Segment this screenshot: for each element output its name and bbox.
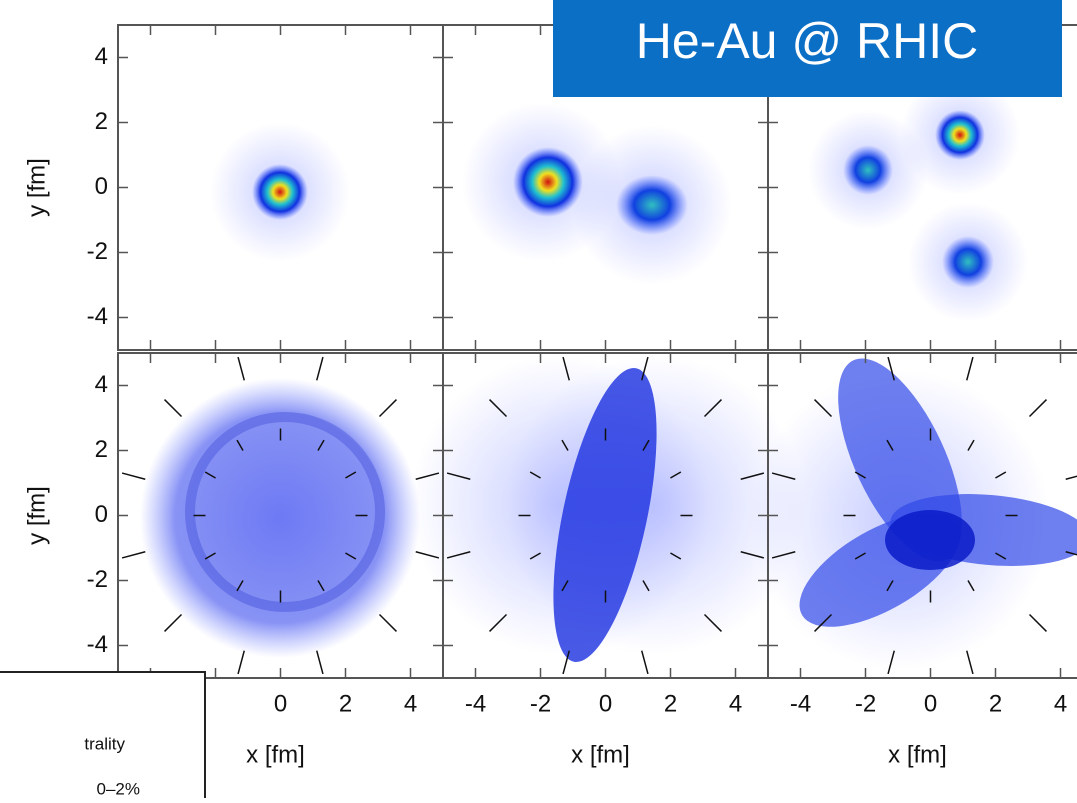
x-axis-label: x [fm] — [246, 741, 305, 768]
flow-arrow — [379, 614, 396, 631]
y-tick-label: 2 — [95, 108, 108, 135]
x-tick-label: 4 — [729, 690, 742, 717]
density-layer — [140, 75, 1077, 670]
flow-arrow — [379, 400, 396, 417]
flow-arrow — [967, 357, 973, 380]
x-tick-label: 4 — [1054, 690, 1067, 717]
flow-arrow — [317, 651, 323, 674]
y-tick-label: 2 — [95, 436, 108, 463]
y-tick-label: 4 — [95, 371, 108, 398]
hotspot — [935, 110, 985, 160]
x-tick-label: 2 — [339, 690, 352, 717]
flow-arrow — [1029, 400, 1046, 417]
flow-arrow — [122, 552, 145, 558]
y-tick-label: -4 — [87, 303, 108, 330]
hotspot — [616, 175, 688, 235]
y-tick-label: -2 — [87, 238, 108, 265]
flow-arrow — [967, 651, 973, 674]
flow-arrow — [1066, 473, 1077, 479]
hotspot — [252, 164, 308, 220]
flow-arrow — [165, 614, 182, 631]
x-axis-label: x [fm] — [571, 741, 630, 768]
y-axis-label: y [fm] — [23, 486, 50, 545]
y-tick-label: -2 — [87, 566, 108, 593]
x-tick-label: -4 — [790, 690, 811, 717]
y-axis-label: y [fm] — [23, 158, 50, 217]
x-tick-label: 0 — [924, 690, 937, 717]
x-tick-label: 4 — [404, 690, 417, 717]
banner-text: He-Au @ RHIC — [636, 13, 978, 69]
flow-arrow — [238, 651, 244, 674]
x-axis-label: x [fm] — [888, 741, 947, 768]
y-tick-label: 0 — [95, 501, 108, 528]
legend-title: trality — [84, 734, 125, 753]
x-tick-label: 0 — [599, 690, 612, 717]
flow-arrow — [122, 473, 145, 479]
x-tick-label: 2 — [989, 690, 1002, 717]
x-tick-label: -4 — [465, 690, 486, 717]
figure: -4-2024y [fm]-4-2024-4-2024y [fm]x [fm]-… — [0, 0, 1077, 798]
flow-arrow — [165, 400, 182, 417]
legend-entry: 0–2% — [97, 779, 140, 798]
x-tick-label: 0 — [274, 690, 287, 717]
x-tick-label: -2 — [855, 690, 876, 717]
hotspot — [942, 236, 994, 288]
y-tick-label: 0 — [95, 173, 108, 200]
medium — [885, 510, 975, 570]
flow-arrow — [317, 357, 323, 380]
flow-arrow — [1029, 614, 1046, 631]
x-tick-label: -2 — [530, 690, 551, 717]
x-tick-label: 2 — [664, 690, 677, 717]
hotspot — [843, 145, 893, 195]
y-tick-label: -4 — [87, 631, 108, 658]
y-tick-label: 4 — [95, 43, 108, 70]
flow-arrow — [238, 357, 244, 380]
